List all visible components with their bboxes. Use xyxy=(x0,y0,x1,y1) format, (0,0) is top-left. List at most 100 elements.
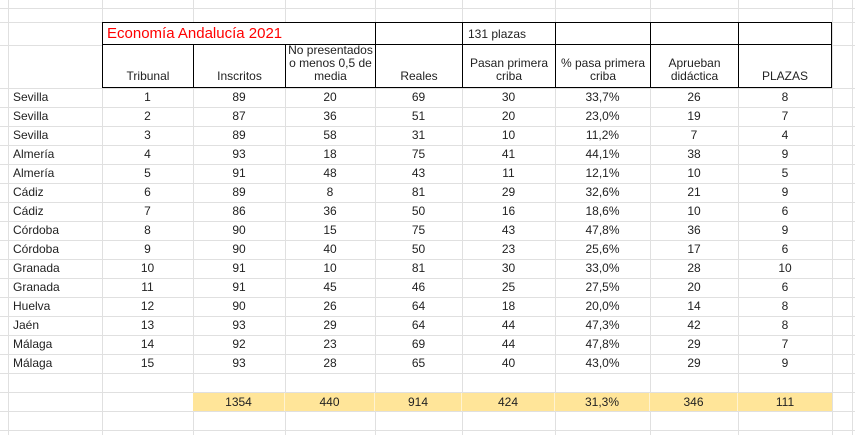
cell-province[interactable]: Cádiz xyxy=(13,204,44,218)
cell-value[interactable]: 43 xyxy=(411,166,426,180)
cell-value[interactable]: 10 xyxy=(778,261,792,275)
total-inscritos[interactable]: 1354 xyxy=(193,393,285,411)
cell-province[interactable]: Granada xyxy=(13,280,60,294)
cell-value[interactable]: 69 xyxy=(411,90,426,104)
cell-value[interactable]: 58 xyxy=(323,128,337,142)
cell-value[interactable]: 6 xyxy=(781,280,789,294)
cell-value[interactable]: 36 xyxy=(687,223,701,237)
cell-value[interactable]: 18 xyxy=(323,147,337,161)
cell-value[interactable]: 41 xyxy=(501,147,516,161)
cell-value[interactable]: 75 xyxy=(411,147,426,161)
cell-value[interactable]: 47,3% xyxy=(585,318,620,332)
cell-value[interactable]: 64 xyxy=(411,318,426,332)
cell-value[interactable]: 15 xyxy=(140,356,155,370)
column-header-inscritos[interactable]: Inscritos xyxy=(193,45,285,88)
cell-value[interactable]: 12,1% xyxy=(585,166,620,180)
cell-value[interactable]: 87 xyxy=(232,109,246,123)
total-plazas[interactable]: 111 xyxy=(738,393,832,411)
cell-value[interactable]: 7 xyxy=(144,204,151,218)
cell-value[interactable]: 1 xyxy=(144,90,151,104)
cell-value[interactable]: 38 xyxy=(687,147,701,161)
cell-value[interactable]: 30 xyxy=(501,261,516,275)
cell-value[interactable]: 10 xyxy=(501,128,516,142)
cell-value[interactable]: 2 xyxy=(144,109,151,123)
cell-value[interactable]: 51 xyxy=(411,109,426,123)
cell-value[interactable]: 29 xyxy=(687,337,701,351)
cell-value[interactable]: 29 xyxy=(687,356,701,370)
cell-value[interactable]: 20 xyxy=(323,90,337,104)
cell-value[interactable]: 21 xyxy=(687,185,701,199)
cell-value[interactable]: 48 xyxy=(323,166,337,180)
column-header-no-presentados[interactable]: No presentados o menos 0,5 de media xyxy=(285,45,375,88)
cell-value[interactable]: 91 xyxy=(232,261,246,275)
cell-value[interactable]: 90 xyxy=(232,242,246,256)
cell-value[interactable]: 7 xyxy=(781,109,789,123)
cell-value[interactable]: 9 xyxy=(781,147,789,161)
cell-value[interactable]: 29 xyxy=(501,185,516,199)
cell-value[interactable]: 91 xyxy=(232,280,246,294)
cell-value[interactable]: 40 xyxy=(323,242,337,256)
cell-value[interactable]: 16 xyxy=(501,204,516,218)
total-pct-pasa-primera-criba[interactable]: 31,3% xyxy=(555,393,650,411)
cell-value[interactable]: 10 xyxy=(687,204,701,218)
plazas-note-cell[interactable]: 131 plazas xyxy=(462,22,555,45)
cell-value[interactable]: 6 xyxy=(781,204,789,218)
cell-province[interactable]: Almería xyxy=(13,147,55,161)
cell-value[interactable]: 44,1% xyxy=(585,147,620,161)
cell-value[interactable]: 11,2% xyxy=(585,128,620,142)
cell-value[interactable]: 33,7% xyxy=(585,90,620,104)
cell-value[interactable]: 30 xyxy=(501,90,516,104)
cell-value[interactable]: 81 xyxy=(411,185,426,199)
cell-value[interactable]: 9 xyxy=(781,185,789,199)
cell-value[interactable]: 7 xyxy=(690,128,698,142)
cell-value[interactable]: 17 xyxy=(687,242,701,256)
cell-value[interactable]: 18 xyxy=(501,299,516,313)
cell-value[interactable]: 8 xyxy=(781,318,789,332)
cell-value[interactable]: 25 xyxy=(501,280,516,294)
cell-value[interactable]: 93 xyxy=(232,147,246,161)
cell-value[interactable]: 40 xyxy=(501,356,516,370)
cell-value[interactable]: 89 xyxy=(232,90,246,104)
cell-value[interactable]: 91 xyxy=(232,166,246,180)
sheet-title-cell[interactable]: Economía Andalucía 2021 xyxy=(102,22,375,45)
total-reales[interactable]: 914 xyxy=(375,393,462,411)
column-header-tribunal[interactable]: Tribunal xyxy=(102,45,193,88)
cell-value[interactable]: 6 xyxy=(144,185,151,199)
cell-value[interactable]: 90 xyxy=(232,223,246,237)
cell-value[interactable]: 50 xyxy=(411,204,426,218)
cell-province[interactable]: Almería xyxy=(13,166,55,180)
cell-value[interactable]: 3 xyxy=(144,128,151,142)
column-header-plazas[interactable]: PLAZAS xyxy=(738,45,832,88)
total-aprueban-didactica[interactable]: 346 xyxy=(650,393,738,411)
empty-cell[interactable] xyxy=(650,22,738,45)
cell-province[interactable]: Málaga xyxy=(13,337,53,351)
cell-value[interactable]: 90 xyxy=(232,299,246,313)
cell-value[interactable]: 10 xyxy=(140,261,155,275)
cell-value[interactable]: 44 xyxy=(501,337,516,351)
column-header-reales[interactable]: Reales xyxy=(375,45,462,88)
cell-value[interactable]: 36 xyxy=(323,109,337,123)
cell-value[interactable]: 44 xyxy=(501,318,516,332)
cell-value[interactable]: 19 xyxy=(687,109,701,123)
cell-value[interactable]: 5 xyxy=(144,166,151,180)
cell-value[interactable]: 26 xyxy=(323,299,337,313)
cell-value[interactable]: 47,8% xyxy=(585,223,620,237)
cell-value[interactable]: 14 xyxy=(687,299,701,313)
cell-province[interactable]: Córdoba xyxy=(13,223,60,237)
cell-value[interactable]: 7 xyxy=(781,337,789,351)
cell-value[interactable]: 31 xyxy=(411,128,426,142)
cell-value[interactable]: 4 xyxy=(144,147,151,161)
cell-value[interactable]: 89 xyxy=(232,128,246,142)
cell-value[interactable]: 14 xyxy=(140,337,155,351)
cell-value[interactable]: 89 xyxy=(232,185,246,199)
cell-value[interactable]: 65 xyxy=(411,356,426,370)
cell-province[interactable]: Cádiz xyxy=(13,185,44,199)
cell-value[interactable]: 8 xyxy=(781,299,789,313)
cell-value[interactable]: 20 xyxy=(687,280,701,294)
cell-province[interactable]: Málaga xyxy=(13,356,53,370)
cell-value[interactable]: 27,5% xyxy=(585,280,620,294)
cell-value[interactable]: 12 xyxy=(140,299,155,313)
cell-value[interactable]: 23 xyxy=(501,242,516,256)
cell-value[interactable]: 32,6% xyxy=(585,185,620,199)
cell-province[interactable]: Huelva xyxy=(13,299,51,313)
